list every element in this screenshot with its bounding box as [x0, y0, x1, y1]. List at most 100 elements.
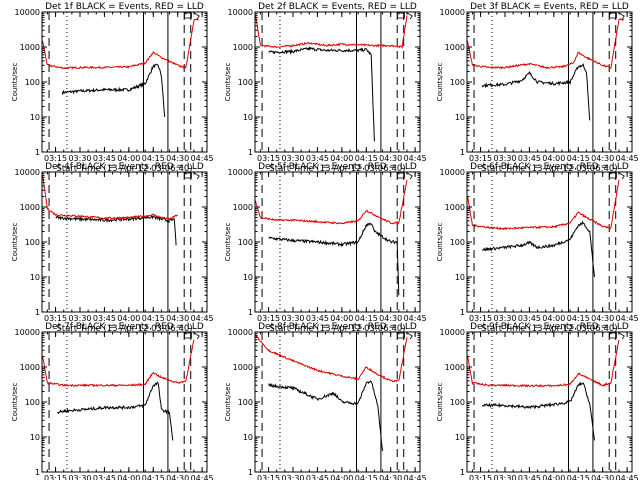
events-series-line — [55, 215, 177, 246]
top-marker-box — [184, 172, 192, 179]
y-tick-label: 1000 — [445, 43, 465, 52]
x-tick-label: 04:30 — [166, 154, 189, 163]
x-tick-label: 04:15 — [142, 314, 165, 323]
top-marker-box — [397, 12, 405, 19]
lld-series-line — [467, 179, 620, 231]
panel-det-2: Det 2f BLACK = Events, RED = LLD 1 10 100 10… — [224, 2, 427, 174]
x-tick-label: 04:30 — [591, 474, 614, 480]
y-tick-label: 10000 — [15, 328, 40, 337]
x-tick-label: 04:45 — [404, 314, 427, 323]
y-tick-label: 1 — [248, 148, 253, 157]
x-tick-label: 03:45 — [306, 154, 329, 163]
y-tick-label: 10 — [243, 433, 253, 442]
y-tick-label: 10 — [243, 113, 253, 122]
x-tick-label: 04:30 — [379, 314, 402, 323]
x-tick-label: 04:30 — [591, 154, 614, 163]
y-tick-label: 10000 — [15, 8, 40, 17]
x-tick-label: 04:00 — [117, 154, 140, 163]
x-tick-label: 03:30 — [68, 154, 91, 163]
x-tick-label: 04:00 — [542, 474, 565, 480]
x-tick-label: 04:45 — [191, 314, 214, 323]
y-tick-label: 1 — [35, 148, 40, 157]
y-tick-label: 100 — [450, 238, 465, 247]
x-tick-label: 04:45 — [616, 314, 639, 323]
top-marker-box — [609, 332, 617, 339]
y-tick-label: 100 — [25, 238, 40, 247]
x-axis-label: Start Time (13-Apr-12 03:06:40) — [56, 324, 192, 334]
panel-det-8: Det 8f BLACK = Events, RED = LLD 1 10 100 10… — [224, 322, 427, 480]
x-tick-label: 04:15 — [355, 154, 378, 163]
panel-title: Det 5f BLACK = Events, RED = LLD — [258, 162, 417, 172]
top-marker-glyph — [619, 332, 625, 340]
x-tick-label: 03:30 — [493, 314, 516, 323]
x-tick-label: 04:15 — [567, 154, 590, 163]
x-tick-label: 04:15 — [355, 474, 378, 480]
x-tick-label: 04:15 — [567, 474, 590, 480]
x-tick-label: 04:45 — [616, 474, 639, 480]
top-marker-box — [397, 332, 405, 339]
top-marker-glyph — [194, 332, 200, 340]
y-axis-label: Counts/sec — [11, 383, 19, 422]
y-tick-label: 10000 — [228, 8, 253, 17]
panel-title: Det 9f BLACK = Events, RED = LLD — [470, 322, 629, 332]
y-tick-label: 10000 — [228, 328, 253, 337]
top-marker-box — [397, 172, 405, 179]
panel-title: Det 3f BLACK = Events, RED = LLD — [470, 2, 629, 12]
y-tick-label: 1 — [248, 308, 253, 317]
x-tick-label: 03:45 — [518, 474, 541, 480]
x-tick-label: 04:15 — [142, 154, 165, 163]
y-tick-label: 10 — [455, 433, 465, 442]
y-tick-label: 100 — [238, 238, 253, 247]
y-tick-label: 100 — [25, 398, 40, 407]
y-tick-label: 1 — [248, 468, 253, 477]
lld-series-line — [255, 335, 408, 383]
x-tick-label: 03:15 — [257, 154, 280, 163]
x-tick-label: 04:30 — [166, 474, 189, 480]
y-axis-label: Counts/sec — [436, 383, 444, 422]
x-tick-label: 03:30 — [68, 474, 91, 480]
panel-det-9: Det 9f BLACK = Events, RED = LLD 1 10 100 10… — [436, 322, 639, 480]
y-tick-label: 1000 — [20, 363, 40, 372]
y-tick-label: 1000 — [233, 43, 253, 52]
y-tick-label: 100 — [238, 398, 253, 407]
x-tick-label: 03:45 — [306, 314, 329, 323]
top-marker-box — [609, 172, 617, 179]
events-series-line — [57, 381, 174, 441]
x-tick-label: 04:15 — [142, 474, 165, 480]
y-tick-label: 10 — [30, 433, 40, 442]
x-tick-label: 03:15 — [469, 314, 492, 323]
panel-title: Det 7f BLACK = Events, RED = LLD — [45, 322, 204, 332]
y-tick-label: 1 — [460, 308, 465, 317]
x-tick-label: 04:00 — [117, 474, 140, 480]
x-tick-label: 04:45 — [404, 474, 427, 480]
events-series-line — [481, 220, 595, 278]
x-tick-label: 03:45 — [93, 154, 116, 163]
x-tick-label: 03:15 — [44, 314, 67, 323]
lld-series-line — [467, 18, 625, 70]
y-tick-label: 1000 — [233, 363, 253, 372]
y-tick-label: 1000 — [20, 203, 40, 212]
y-tick-label: 10000 — [440, 8, 465, 17]
x-tick-label: 04:45 — [191, 474, 214, 480]
y-tick-label: 10 — [30, 273, 40, 282]
x-tick-label: 04:00 — [542, 154, 565, 163]
x-tick-label: 04:00 — [117, 314, 140, 323]
x-tick-label: 04:45 — [616, 154, 639, 163]
events-series-line — [61, 63, 166, 118]
lld-series-line — [255, 15, 408, 49]
y-axis-label: Counts/sec — [436, 63, 444, 102]
x-tick-label: 03:15 — [44, 474, 67, 480]
y-tick-label: 10000 — [15, 168, 40, 177]
y-tick-label: 100 — [450, 78, 465, 87]
y-axis-label: Counts/sec — [436, 223, 444, 262]
x-tick-label: 04:30 — [166, 314, 189, 323]
x-tick-label: 03:30 — [68, 314, 91, 323]
x-tick-label: 03:30 — [281, 154, 304, 163]
y-axis-label: Counts/sec — [224, 63, 232, 102]
y-axis-label: Counts/sec — [11, 223, 19, 262]
panel-det-5: Det 5f BLACK = Events, RED = LLD 1 10 100 10… — [224, 162, 427, 334]
x-tick-label: 03:30 — [493, 154, 516, 163]
x-axis-label: Start Time (13-Apr-12 03:06:40) — [56, 164, 192, 174]
y-tick-label: 1000 — [445, 363, 465, 372]
panel-det-7: Det 7f BLACK = Events, RED = LLD 1 10 100 10… — [11, 322, 214, 480]
